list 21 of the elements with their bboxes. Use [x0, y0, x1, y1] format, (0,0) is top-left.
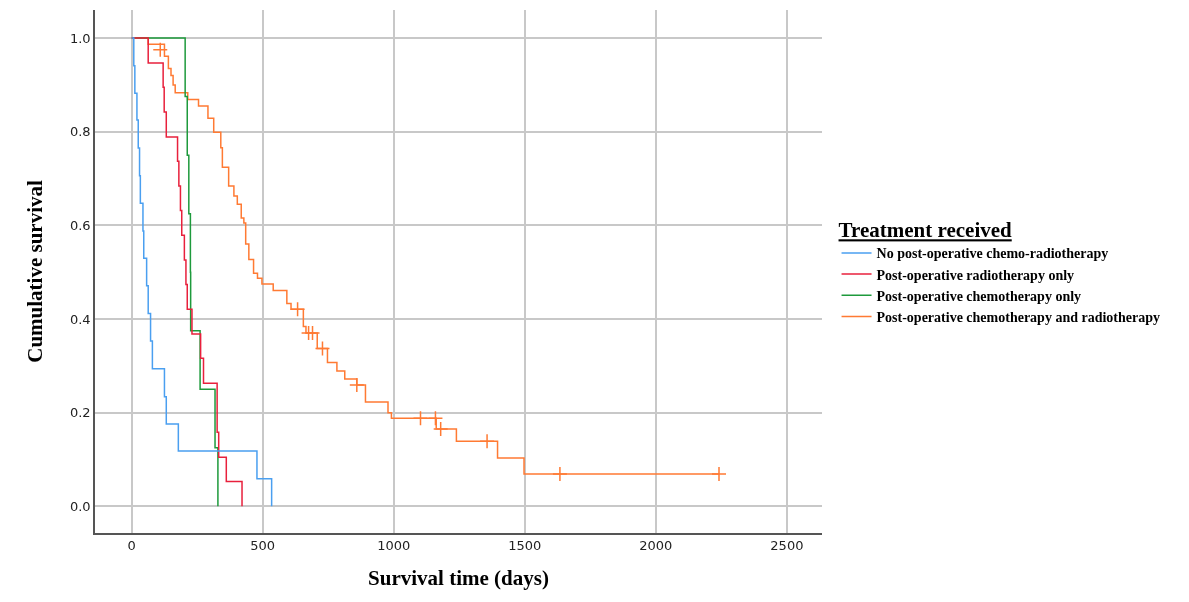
point: [314, 340, 331, 357]
x-tick-label: 2500: [770, 538, 804, 554]
x-tick-label: 500: [250, 538, 276, 554]
legend-label: Post-operative chemotherapy and radiotherapy: [876, 309, 1161, 325]
y-tick-label: 0.0: [69, 498, 91, 514]
x-tick-label: 1500: [508, 538, 542, 554]
x-axis-title: Survival time (days): [368, 566, 549, 591]
y-tick-label: 0.2: [69, 405, 91, 421]
y-tick-label: 1.0: [69, 30, 91, 46]
legend-label: Post-operative chemotherapy only: [876, 288, 1082, 304]
y-tick-label: 0.6: [69, 217, 91, 233]
x-tick-label: 0: [127, 538, 136, 554]
point: [152, 42, 169, 58]
legend-title: Treatment received: [838, 218, 1013, 243]
x-tick-label: 1000: [377, 538, 411, 554]
x-tick-label: 2000: [639, 538, 673, 554]
legend-label: No post-operative chemo-radiotherapy: [876, 246, 1109, 262]
y-axis-title: Cumulative survival: [22, 180, 47, 363]
y-tick-label: 0.8: [69, 124, 91, 140]
y-tick-label: 0.4: [69, 311, 91, 327]
legend-label: Post-operative radiotherapy only: [876, 267, 1075, 283]
